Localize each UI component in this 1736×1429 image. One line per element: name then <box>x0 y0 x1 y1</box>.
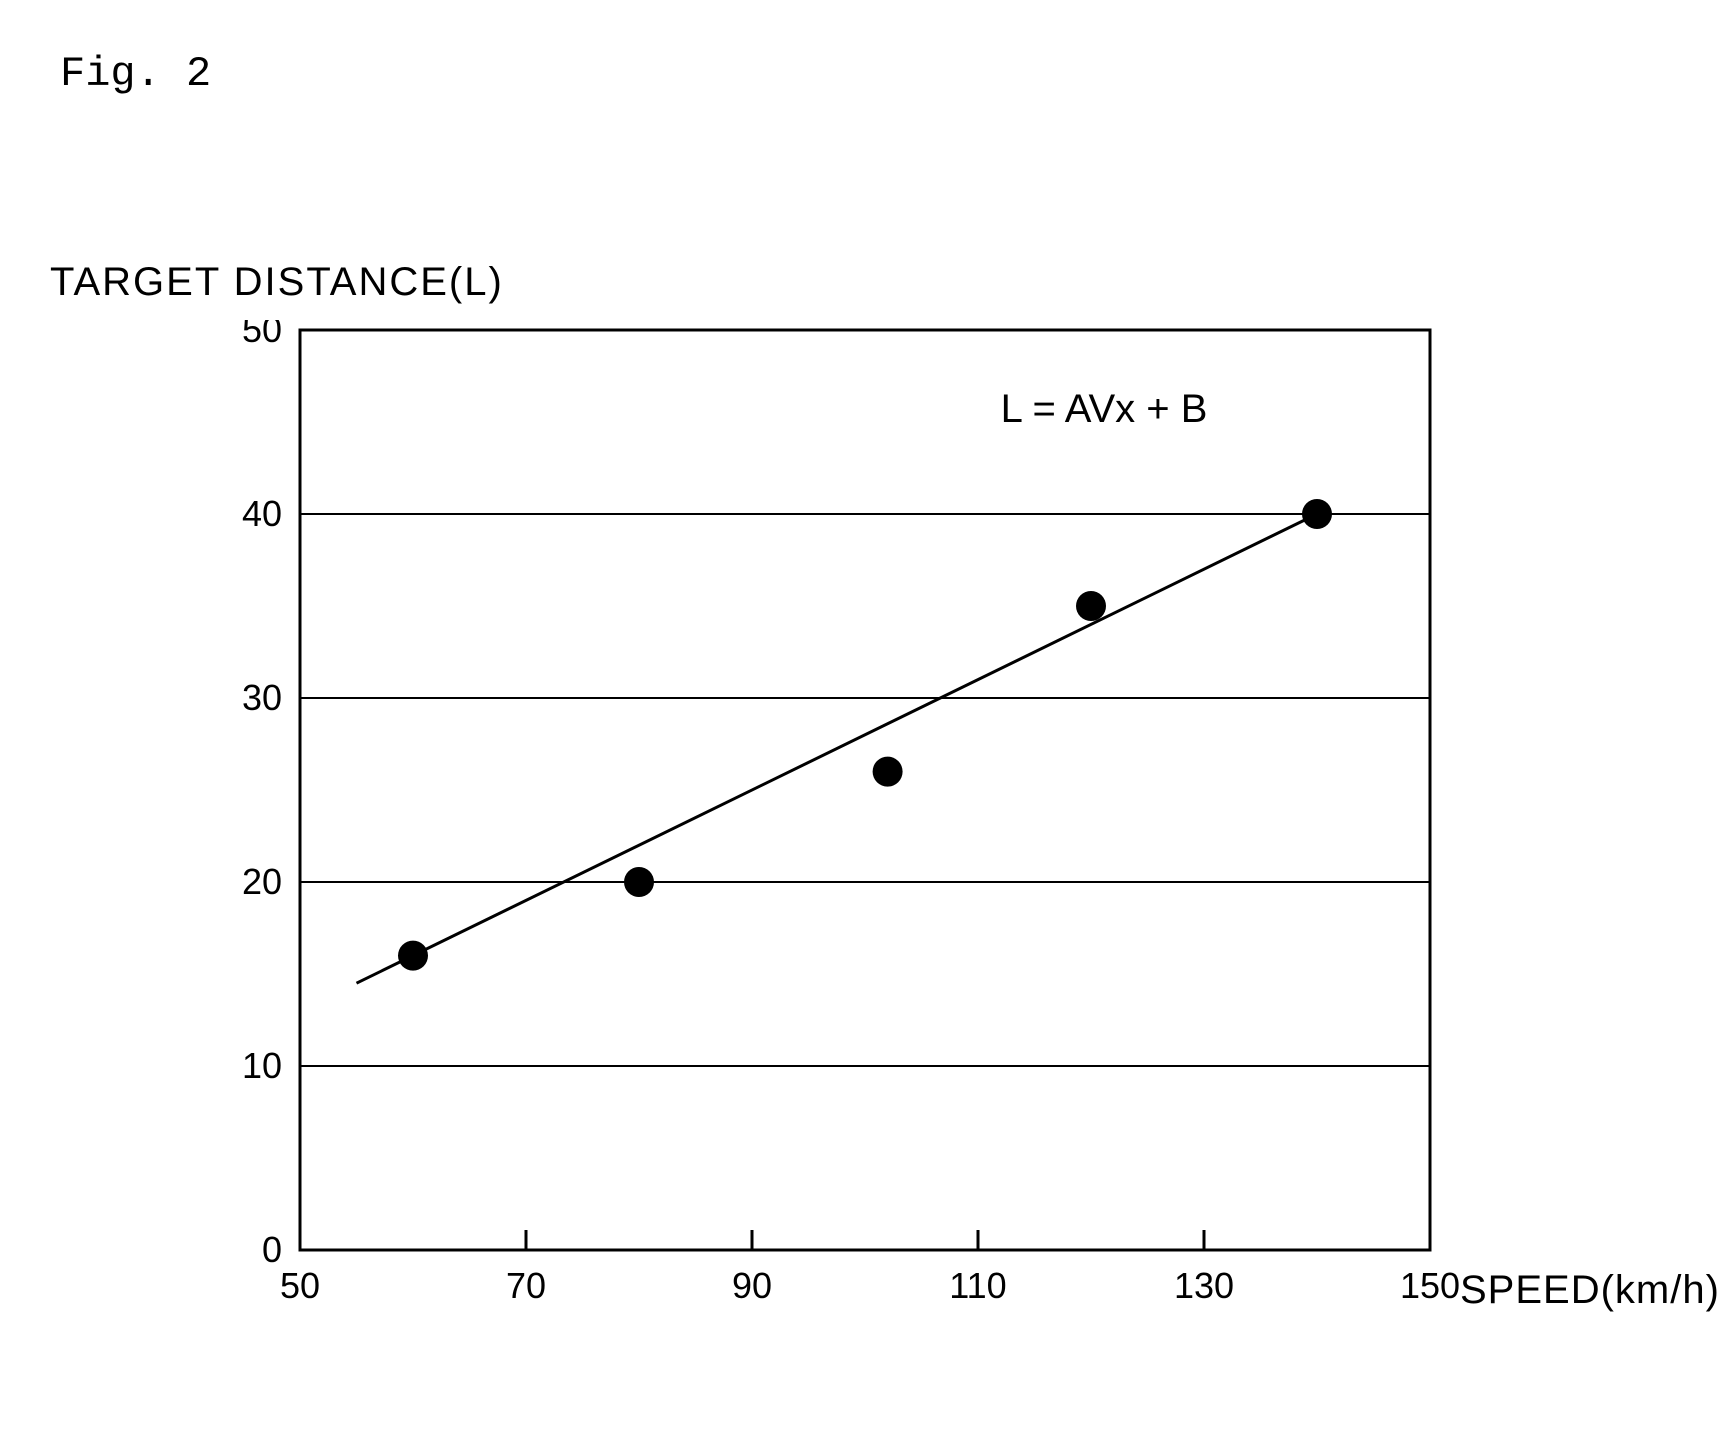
y-tick-label: 50 <box>242 320 282 350</box>
x-tick-label: 130 <box>1174 1265 1234 1306</box>
x-tick-label: 50 <box>280 1265 320 1306</box>
data-point <box>873 757 903 787</box>
chart-container: 50 70 90 110 130 150 0 10 20 30 40 50 L = AVx + B <box>220 320 1500 1330</box>
data-point <box>624 867 654 897</box>
x-tick-label: 150 <box>1400 1265 1460 1306</box>
y-tick-label: 40 <box>242 493 282 534</box>
x-tick-label: 70 <box>506 1265 546 1306</box>
y-axis-title: TARGET DISTANCE(L) <box>50 260 504 305</box>
data-point <box>1302 499 1332 529</box>
x-tick-label: 90 <box>732 1265 772 1306</box>
x-tick-label: 110 <box>949 1265 1006 1306</box>
data-point <box>398 941 428 971</box>
data-point <box>1076 591 1106 621</box>
y-tick-label: 0 <box>262 1229 282 1270</box>
y-tick-label: 20 <box>242 861 282 902</box>
page: Fig. 2 TARGET DISTANCE(L) 50 70 90 110 130 15… <box>0 0 1736 1429</box>
y-tick-label: 30 <box>242 677 282 718</box>
figure-label: Fig. 2 <box>60 50 211 98</box>
equation-label: L = AVx + B <box>1001 387 1208 431</box>
y-tick-label: 10 <box>242 1045 282 1086</box>
x-axis-title: SPEED(km/h) <box>1460 1268 1720 1313</box>
scatter-chart: 50 70 90 110 130 150 0 10 20 30 40 50 L = AVx + B <box>220 320 1500 1330</box>
